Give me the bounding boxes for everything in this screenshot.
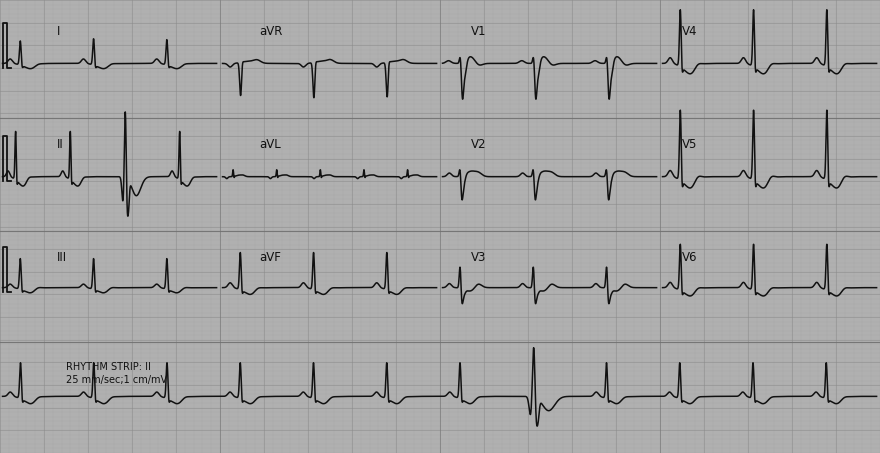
Text: aVF: aVF: [260, 251, 282, 265]
Text: V2: V2: [471, 138, 487, 151]
Text: III: III: [57, 251, 68, 265]
Text: V3: V3: [471, 251, 486, 265]
Text: I: I: [57, 25, 61, 38]
Text: V5: V5: [682, 138, 697, 151]
Text: V6: V6: [682, 251, 698, 265]
Text: aVL: aVL: [260, 138, 282, 151]
Text: aVR: aVR: [260, 25, 283, 38]
Text: V4: V4: [682, 25, 698, 38]
Text: RHYTHM STRIP: II
25 mm/sec;1 cm/mV: RHYTHM STRIP: II 25 mm/sec;1 cm/mV: [66, 362, 167, 386]
Text: II: II: [57, 138, 64, 151]
Text: V1: V1: [471, 25, 487, 38]
